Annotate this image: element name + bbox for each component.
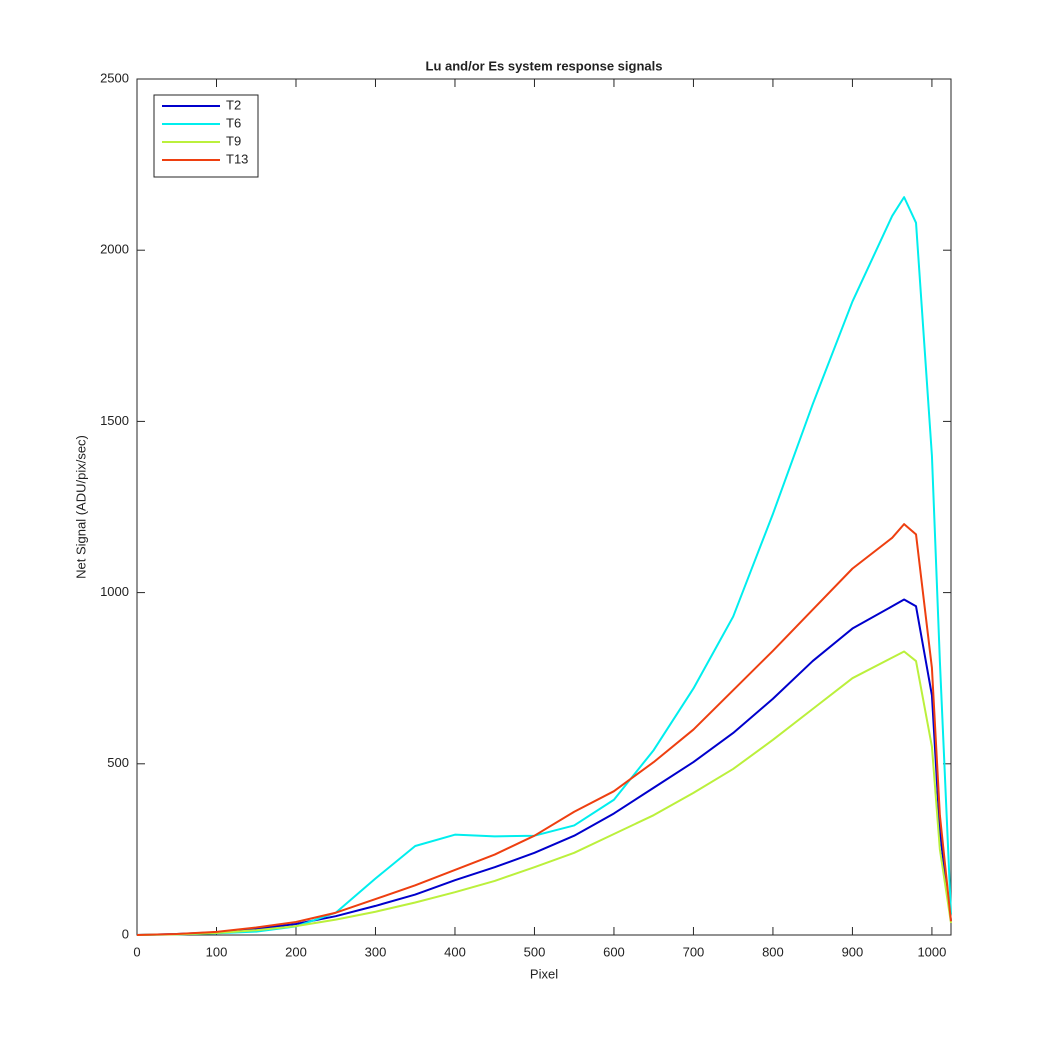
y-tick-label: 500 [107,755,129,770]
legend-label: T2 [226,97,241,112]
data-line [136,650,952,936]
x-tick-label: 0 [133,944,140,959]
x-tick-label: 800 [762,944,784,959]
y-tick-label: 1500 [100,413,129,428]
x-tick-label: 700 [683,944,705,959]
x-tick-label: 300 [365,944,387,959]
x-tick-label: 600 [603,944,625,959]
chart-title: Lu and/or Es system response signals [426,58,663,73]
legend-label: T9 [226,133,241,148]
data-line [136,598,952,936]
x-tick-label: 1000 [917,944,946,959]
legend-label: T6 [226,115,241,130]
y-tick-label: 2000 [100,242,129,257]
y-tick-label: 1000 [100,584,129,599]
legend-box [153,94,259,178]
y-tick-label: 2500 [100,70,129,85]
x-tick-label: 900 [842,944,864,959]
data-line [136,523,952,936]
x-tick-label: 100 [206,944,228,959]
y-axis-label: Net Signal (ADU/pix/sec) [73,435,88,579]
x-tick-label: 500 [524,944,546,959]
legend-label: T13 [226,151,248,166]
x-axis-label: Pixel [530,966,558,981]
plot-area [136,78,952,936]
x-tick-label: 400 [444,944,466,959]
x-tick-label: 200 [285,944,307,959]
y-tick-label: 0 [122,926,129,941]
